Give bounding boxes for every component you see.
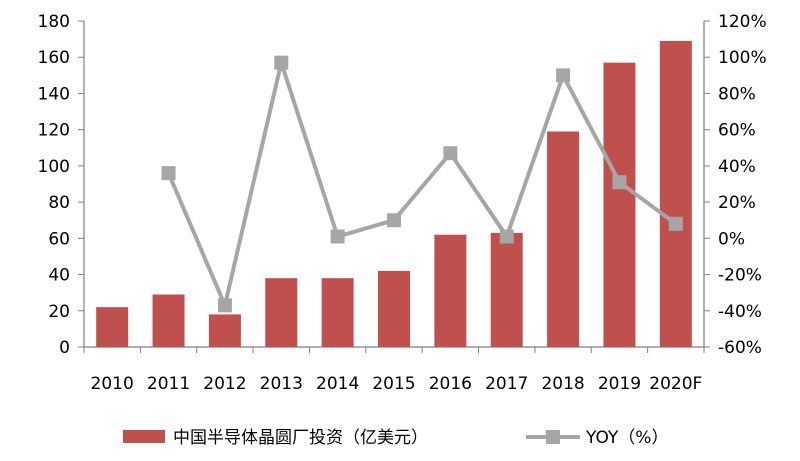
- yoy-line: [161, 55, 683, 313]
- y-left-tick-label: 180: [38, 12, 70, 32]
- bar: [321, 278, 354, 347]
- legend-bar-label: 中国半导体晶圆厂投资（亿美元）: [173, 428, 428, 448]
- y-left-tick-label: 60: [48, 229, 70, 249]
- y-right-tick-label: 80%: [718, 84, 756, 104]
- yoy-point: [668, 216, 683, 231]
- x-tick-label: 2019: [598, 374, 641, 394]
- bar: [208, 314, 241, 347]
- yoy-point: [330, 229, 345, 244]
- yoy-line-path: [166, 60, 678, 308]
- y-left-tick-label: 120: [38, 121, 70, 141]
- y-right-tick-label: 100%: [718, 48, 767, 68]
- yoy-point: [612, 175, 627, 190]
- yoy-point: [387, 213, 401, 228]
- y-left-tick-label: 40: [48, 266, 70, 286]
- y-left-tick-label: 20: [48, 302, 70, 322]
- bar: [96, 307, 129, 347]
- y-right-tick-label: 40%: [718, 157, 756, 177]
- yoy-point: [499, 229, 514, 244]
- bar: [490, 232, 523, 347]
- bar: [265, 278, 298, 347]
- y-right-tick-label: 120%: [718, 12, 767, 32]
- x-tick-label: 2020F: [649, 374, 702, 394]
- tick-labels: 0 20 40 60 80 100 120 140 160 180 -60% -40% -20% 0% 20…: [38, 12, 767, 394]
- x-tick-label: 2018: [541, 374, 584, 394]
- yoy-point: [556, 68, 571, 83]
- y-right-tick-label: -60%: [718, 338, 762, 358]
- bar: [547, 131, 580, 347]
- bar: [378, 270, 410, 347]
- x-tick-label: 2013: [260, 374, 303, 394]
- bar: [603, 62, 636, 348]
- bar: [434, 234, 467, 347]
- legend-bar-swatch: [123, 430, 165, 443]
- y-right-tick-label: 60%: [718, 121, 756, 141]
- y-right-tick-label: -40%: [718, 302, 762, 322]
- y-left-tick-label: 160: [38, 48, 70, 68]
- y-left-tick-label: 80: [48, 193, 70, 213]
- legend-line-marker: [546, 430, 560, 444]
- yoy-point: [161, 166, 176, 181]
- y-right-tick-label: 0%: [718, 229, 745, 249]
- x-tick-label: 2012: [203, 374, 246, 394]
- legend-line-label: YOY（%）: [585, 428, 668, 448]
- yoy-point: [217, 298, 232, 313]
- bar: [659, 40, 692, 348]
- x-tick-label: 2017: [485, 374, 528, 394]
- x-tick-label: 2014: [316, 374, 359, 394]
- y-left-tick-label: 100: [38, 157, 70, 177]
- yoy-point: [443, 146, 458, 161]
- y-left-tick-label: 0: [59, 338, 70, 358]
- y-right-tick-label: 20%: [718, 193, 756, 213]
- legend: 中国半导体晶圆厂投资（亿美元） YOY（%）: [123, 428, 668, 448]
- x-tick-label: 2015: [372, 374, 415, 394]
- x-tick-label: 2010: [91, 374, 134, 394]
- bars: [96, 40, 692, 348]
- y-right-tick-label: -20%: [718, 266, 762, 286]
- yoy-point: [274, 55, 289, 70]
- y-left-tick-label: 140: [38, 84, 70, 104]
- bar: [152, 294, 185, 347]
- x-tick-label: 2011: [147, 374, 190, 394]
- x-tick-label: 2016: [429, 374, 472, 394]
